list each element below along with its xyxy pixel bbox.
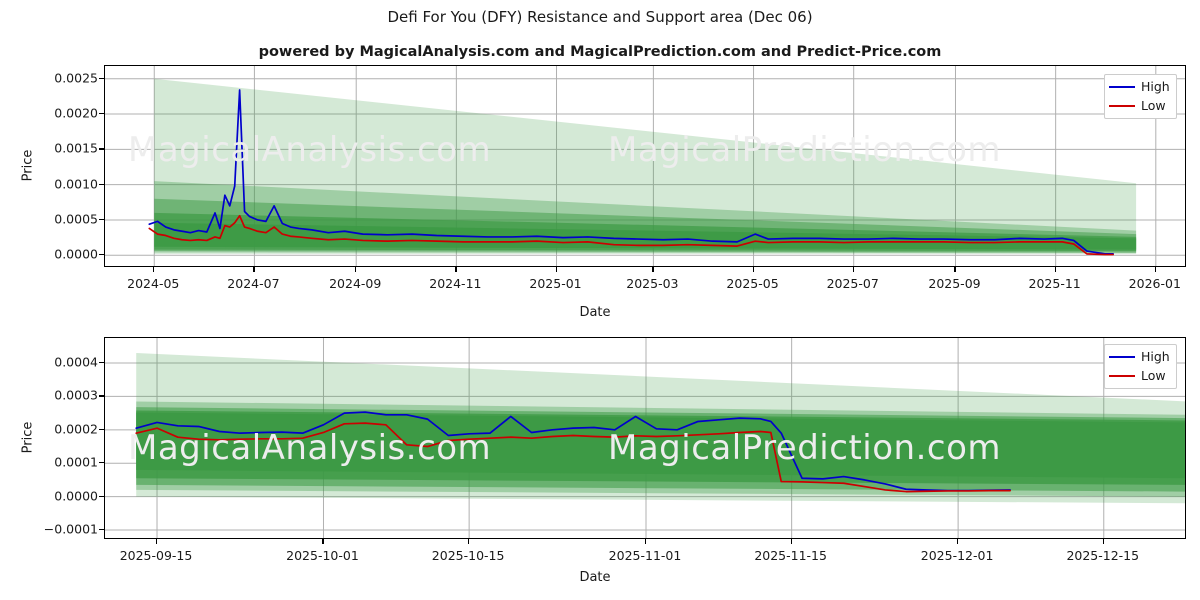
y-tick-mark (99, 428, 104, 430)
x-tick-mark (153, 267, 155, 272)
upper-y-axis-title: Price (20, 149, 36, 182)
x-tick-label: 2024-09 (329, 276, 382, 291)
lower-plot-frame (104, 337, 1186, 539)
x-tick-label: 2024-07 (227, 276, 280, 291)
upper-chart-svg (105, 66, 1185, 266)
y-tick-mark (99, 462, 104, 464)
x-tick-mark (322, 539, 324, 544)
x-tick-mark (652, 267, 654, 272)
legend-label-high: High (1141, 348, 1170, 364)
x-tick-mark (957, 539, 959, 544)
x-tick-mark (355, 267, 357, 272)
lower-y-axis-title: Price (20, 421, 36, 454)
x-tick-mark (1154, 267, 1156, 272)
y-tick-mark (99, 362, 104, 364)
x-tick-mark (954, 267, 956, 272)
legend-row-low: Low (1109, 98, 1170, 114)
y-tick-label: 0.0010 (54, 176, 98, 192)
upper-plot-frame (104, 65, 1186, 267)
x-tick-mark (1054, 267, 1056, 272)
lower-chart-panel (104, 337, 1186, 539)
x-tick-mark (156, 539, 158, 544)
y-tick-mark (99, 254, 104, 256)
x-tick-label: 2025-11-01 (608, 548, 682, 563)
legend-swatch-low (1109, 374, 1135, 378)
legend-label-high: High (1141, 78, 1170, 94)
x-tick-label: 2025-11-15 (754, 548, 827, 563)
y-tick-mark (99, 183, 104, 185)
x-tick-mark (852, 267, 854, 272)
y-tick-mark (99, 528, 104, 531)
lower-chart-legend: High Low (1104, 344, 1177, 389)
y-tick-mark (99, 148, 104, 150)
y-tick-label: 0.0000 (54, 488, 98, 504)
x-tick-label: 2025-11 (1028, 276, 1081, 291)
x-tick-label: 2024-05 (127, 276, 180, 291)
upper-chart-legend: High Low (1104, 74, 1177, 119)
x-tick-label: 2025-01 (529, 276, 582, 291)
y-tick-label: 0.0003 (54, 387, 98, 403)
upper-x-axis-title: Date (579, 305, 611, 320)
y-tick-mark (99, 495, 104, 497)
legend-swatch-high (1109, 355, 1135, 359)
y-tick-label: 0.0025 (54, 70, 98, 86)
x-tick-mark (752, 267, 754, 272)
x-tick-label: 2025-03 (626, 276, 679, 291)
y-tick-label: 0.0002 (54, 421, 98, 437)
y-tick-mark (99, 395, 104, 397)
y-tick-mark (99, 218, 104, 221)
legend-row-high: High (1109, 79, 1170, 95)
y-tick-label: −0.0001 (43, 521, 98, 537)
x-tick-label: 2024-11 (429, 276, 482, 291)
legend-row-high: High (1109, 349, 1170, 365)
x-tick-label: 2026-01 (1128, 276, 1181, 291)
page-title: Defi For You (DFY) Resistance and Suppor… (387, 8, 813, 26)
x-tick-mark (455, 267, 457, 272)
x-tick-label: 2025-10-01 (286, 548, 359, 563)
y-tick-label: 0.0001 (54, 454, 98, 470)
legend-swatch-low (1109, 104, 1135, 108)
x-tick-mark (1102, 539, 1104, 544)
lower-x-axis-title: Date (579, 570, 611, 585)
y-tick-mark (99, 77, 104, 79)
x-tick-mark (555, 267, 557, 272)
y-tick-label: 0.0004 (54, 354, 98, 370)
x-tick-mark (253, 267, 255, 272)
x-tick-label: 2025-10-15 (431, 548, 505, 563)
y-tick-mark (99, 113, 104, 115)
x-tick-mark (468, 539, 470, 544)
x-tick-label: 2025-05 (726, 276, 779, 291)
y-tick-label: 0.0020 (54, 105, 98, 121)
page-subtitle: powered by MagicalAnalysis.com and Magic… (258, 44, 942, 60)
y-tick-label: 0.0015 (54, 140, 98, 156)
legend-swatch-high (1109, 85, 1135, 89)
x-tick-label: 2025-12-01 (920, 548, 994, 563)
lower-chart-svg (105, 338, 1185, 538)
x-tick-label: 2025-09-15 (119, 548, 193, 563)
x-tick-mark (790, 539, 792, 544)
x-tick-label: 2025-07 (826, 276, 879, 291)
x-tick-label: 2025-12-15 (1066, 548, 1140, 563)
upper-chart-panel (104, 65, 1186, 267)
y-tick-label: 0.0000 (54, 246, 98, 262)
legend-label-low: Low (1141, 97, 1166, 113)
x-tick-label: 2025-09 (928, 276, 981, 291)
x-tick-mark (645, 539, 647, 544)
legend-label-low: Low (1141, 367, 1166, 383)
y-tick-label: 0.0005 (54, 211, 98, 227)
legend-row-low: Low (1109, 368, 1170, 384)
